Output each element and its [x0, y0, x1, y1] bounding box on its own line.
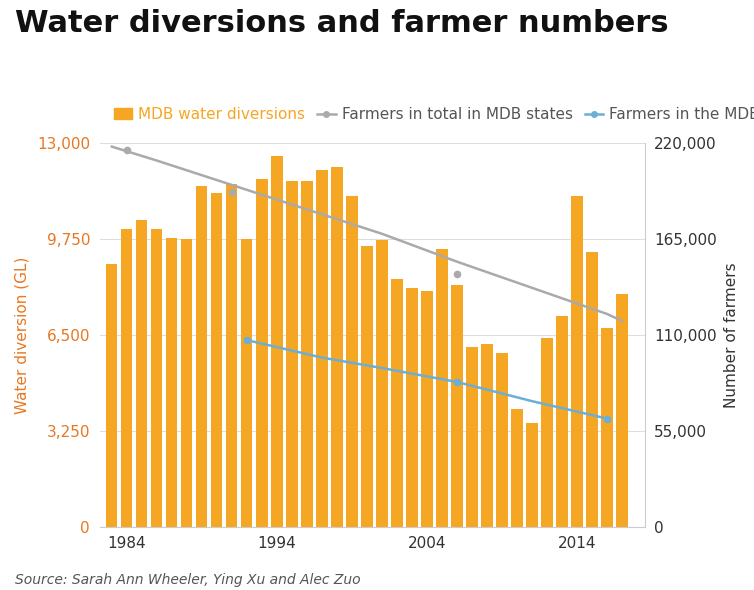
Bar [271, 156, 283, 527]
Bar [181, 239, 192, 527]
Bar [541, 338, 553, 527]
Bar [496, 353, 507, 527]
Bar [331, 167, 342, 527]
Bar [617, 294, 627, 527]
Point [121, 145, 133, 155]
Bar [602, 327, 613, 527]
Point [451, 377, 463, 386]
Bar [136, 220, 148, 527]
Bar [211, 194, 222, 527]
Bar [421, 291, 433, 527]
Bar [152, 229, 162, 527]
Bar [572, 196, 583, 527]
Bar [391, 279, 403, 527]
Bar [511, 409, 523, 527]
Bar [316, 170, 327, 527]
Bar [361, 247, 372, 527]
Bar [256, 179, 268, 527]
Bar [226, 185, 238, 527]
Legend: MDB water diversions, Farmers in total in MDB states, Farmers in the MDB: MDB water diversions, Farmers in total i… [107, 101, 754, 128]
Bar [526, 424, 538, 527]
Bar [287, 182, 298, 527]
Point [226, 187, 238, 196]
Bar [467, 347, 477, 527]
Bar [196, 186, 207, 527]
Y-axis label: Number of farmers: Number of farmers [724, 262, 739, 408]
Bar [376, 241, 388, 527]
Bar [437, 250, 448, 527]
Text: Water diversions and farmer numbers: Water diversions and farmer numbers [15, 9, 669, 38]
Bar [406, 288, 418, 527]
Point [451, 269, 463, 278]
Bar [346, 196, 357, 527]
Bar [587, 253, 598, 527]
Text: Source: Sarah Ann Wheeler, Ying Xu and Alec Zuo: Source: Sarah Ann Wheeler, Ying Xu and A… [15, 573, 360, 587]
Y-axis label: Water diversion (GL): Water diversion (GL) [15, 256, 30, 414]
Point [601, 414, 613, 423]
Bar [241, 239, 253, 527]
Bar [302, 182, 312, 527]
Bar [106, 264, 118, 527]
Bar [556, 316, 568, 527]
Bar [481, 344, 492, 527]
Point [241, 335, 253, 345]
Bar [166, 238, 177, 527]
Bar [452, 285, 463, 527]
Bar [121, 229, 133, 527]
